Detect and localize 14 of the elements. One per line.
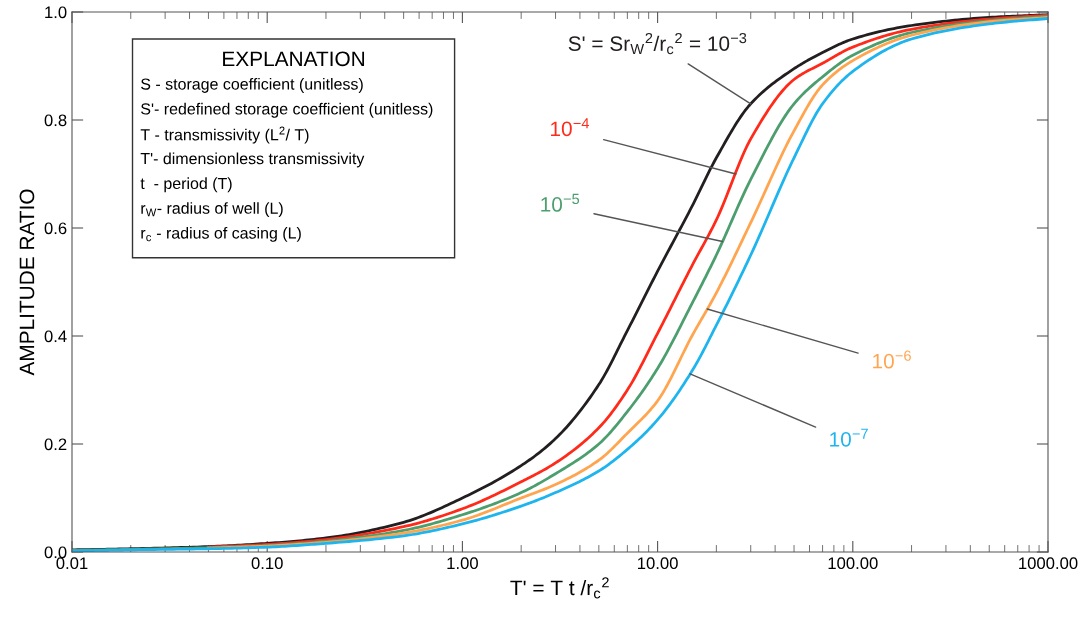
x-tick-label: 1.00 xyxy=(447,557,478,570)
y-tick-label: 0.6 xyxy=(44,222,67,235)
x-tick-label: 0.01 xyxy=(56,557,88,570)
y-tick-label: 0.2 xyxy=(44,438,67,451)
x-axis-title: T' = T t /r$_{c}$$^{2}$ xyxy=(510,577,609,599)
x-tick-label: 10.00 xyxy=(638,557,678,570)
x-tick-label: 1000.00 xyxy=(1019,557,1078,570)
y-tick-label: 0.4 xyxy=(44,330,67,343)
y-tick-label: 0.8 xyxy=(44,114,67,127)
x-tick-label: 0.10 xyxy=(251,557,283,570)
y-axis-title: AMPLITUDE RATIO xyxy=(19,189,35,376)
y-tick-label: 0.0 xyxy=(44,546,67,559)
x-tick-label: 100.00 xyxy=(828,557,878,570)
y-tick-label: 1.0 xyxy=(45,6,67,19)
